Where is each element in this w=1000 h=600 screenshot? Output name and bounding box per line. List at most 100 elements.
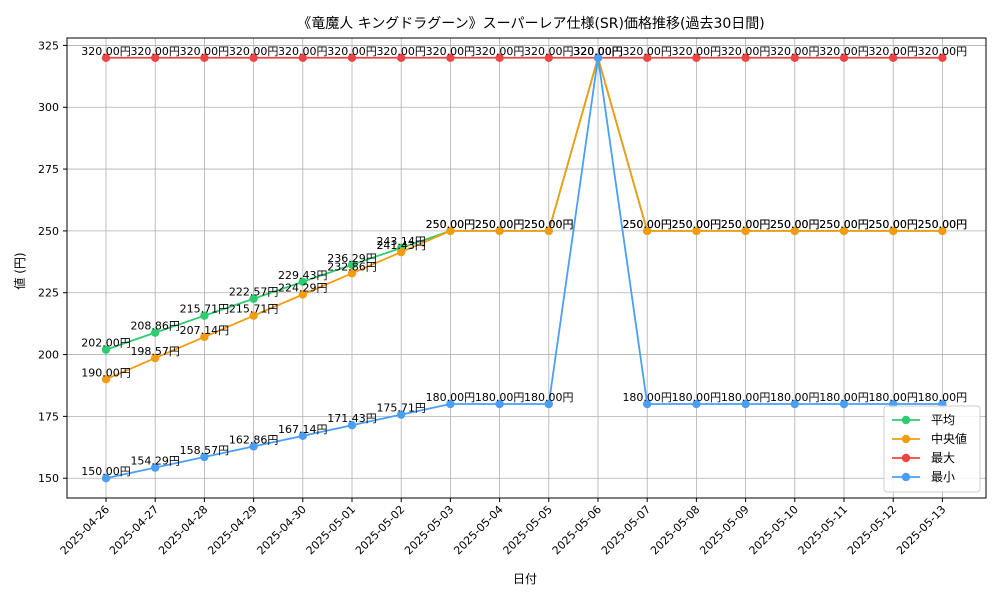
data-point — [741, 226, 750, 236]
data-point — [790, 53, 799, 62]
data-label: 250.00円 — [622, 218, 672, 231]
data-label: 250.00円 — [918, 218, 968, 231]
data-label: 236.29円 — [327, 252, 377, 265]
data-point — [347, 53, 357, 62]
data-point — [397, 410, 406, 419]
legend-swatch-marker — [901, 453, 911, 463]
data-point — [249, 311, 258, 320]
data-point — [692, 53, 701, 62]
data-point — [692, 226, 701, 236]
y-tick-label: 275 — [38, 163, 59, 176]
data-label: 250.00円 — [672, 218, 722, 231]
data-point — [790, 226, 799, 236]
data-label: 250.00円 — [426, 218, 476, 231]
data-point — [249, 442, 258, 451]
data-label: 320.00円 — [573, 45, 623, 58]
data-point — [643, 226, 652, 236]
data-label: 241.43円 — [376, 239, 426, 252]
data-label: 154.29円 — [130, 455, 180, 468]
data-label: 162.86円 — [229, 433, 279, 446]
data-label: 250.00円 — [819, 218, 869, 231]
data-label: 167.14円 — [278, 423, 328, 436]
data-label: 171.43円 — [327, 412, 377, 425]
data-label: 224.29円 — [278, 281, 328, 294]
data-point — [839, 399, 849, 409]
grid — [67, 38, 986, 498]
data-point — [101, 345, 111, 354]
data-point — [101, 53, 111, 62]
data-label: 202.00円 — [81, 337, 131, 350]
data-label: 180.00円 — [819, 391, 869, 404]
data-label: 215.71円 — [229, 303, 279, 316]
x-tick-label: 2025-05-03 — [402, 503, 456, 557]
x-tick-label: 2025-05-05 — [501, 503, 555, 557]
data-point — [347, 421, 357, 430]
data-point — [298, 290, 307, 299]
data-label: 320.00円 — [475, 45, 525, 58]
data-point — [839, 226, 849, 236]
y-tick-label: 250 — [38, 225, 59, 238]
data-label: 320.00円 — [81, 45, 131, 58]
data-label: 180.00円 — [672, 391, 722, 404]
data-label: 250.00円 — [622, 218, 672, 231]
x-axis: 2025-04-262025-04-272025-04-282025-04-29… — [58, 498, 949, 557]
legend-swatch-marker — [901, 472, 911, 482]
data-point — [200, 53, 209, 62]
legend-box — [883, 405, 981, 493]
data-point — [889, 226, 898, 236]
data-point — [643, 399, 652, 409]
data-point — [200, 332, 209, 342]
data-point — [249, 53, 258, 62]
data-label: 250.00円 — [918, 218, 968, 231]
y-tick-label: 200 — [38, 349, 59, 362]
data-point — [593, 53, 603, 62]
data-point — [495, 399, 504, 409]
x-tick-label: 2025-05-08 — [648, 503, 702, 557]
data-point — [938, 53, 947, 62]
data-label: 208.86円 — [130, 320, 180, 333]
y-tick-label: 225 — [38, 287, 59, 300]
data-label: 180.00円 — [524, 391, 574, 404]
data-label: 250.00円 — [819, 218, 869, 231]
data-label: 180.00円 — [918, 391, 968, 404]
data-point — [249, 294, 258, 303]
legend-label: 中央値 — [931, 431, 967, 446]
data-label: 222.57円 — [229, 286, 279, 299]
data-label: 320.00円 — [770, 45, 820, 58]
data-point — [151, 353, 160, 363]
plot-frame — [66, 37, 987, 499]
data-label: 229.43円 — [278, 269, 328, 282]
data-label: 250.00円 — [770, 218, 820, 231]
series-layer — [101, 53, 947, 483]
x-tick-label: 2025-05-10 — [747, 503, 801, 557]
x-tick-label: 2025-05-12 — [845, 503, 899, 557]
data-point — [298, 53, 307, 62]
data-label: 250.00円 — [524, 218, 574, 231]
data-label: 320.00円 — [278, 45, 328, 58]
data-point — [938, 226, 947, 236]
x-tick-label: 2025-05-02 — [353, 503, 407, 557]
y-axis-label: 値 (円) — [12, 252, 27, 289]
x-tick-label: 2025-04-26 — [58, 503, 112, 557]
legend-swatch-marker — [901, 434, 911, 444]
data-point — [151, 463, 160, 472]
data-label: 180.00円 — [426, 391, 476, 404]
legend-label: 最大 — [931, 451, 955, 465]
data-point — [101, 474, 111, 483]
data-point — [544, 53, 553, 62]
data-label: 320.00円 — [573, 45, 623, 58]
data-point — [741, 53, 750, 62]
y-tick-label: 300 — [38, 101, 59, 114]
data-label: 320.00円 — [672, 45, 722, 58]
data-label: 320.00円 — [376, 45, 426, 58]
data-point — [200, 452, 209, 462]
data-label: 320.00円 — [130, 45, 180, 58]
legend-label: 平均 — [931, 413, 955, 427]
data-label: 215.71円 — [180, 303, 230, 316]
data-label: 320.00円 — [622, 45, 672, 58]
x-tick-label: 2025-04-27 — [107, 503, 161, 557]
series-line — [105, 57, 943, 480]
data-label: 207.14円 — [180, 324, 230, 337]
